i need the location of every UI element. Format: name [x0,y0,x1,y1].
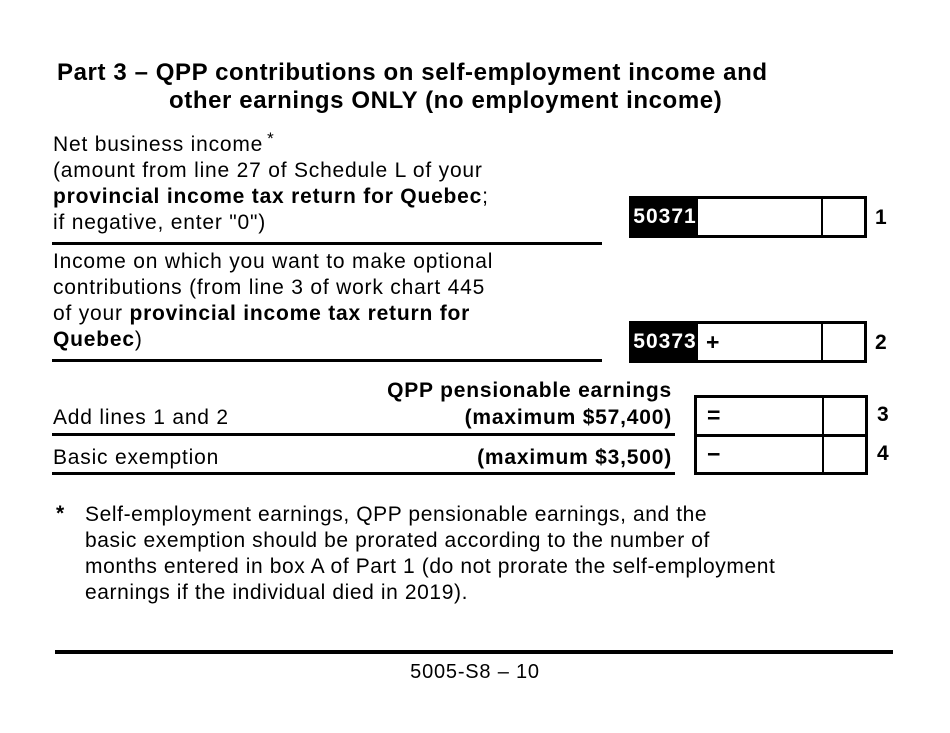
line1-desc-row2: (amount from line 27 of Schedule L of yo… [53,159,483,182]
line1-field-box: 50371 [629,196,867,238]
line1-desc-row4: if negative, enter "0") [53,211,267,234]
footnote-reference-asterisk: * [267,129,275,148]
line2-desc-row4: Quebec) [53,328,143,351]
line4-field-row: − [697,433,865,473]
line3-number: 3 [877,403,890,426]
part3-heading: Part 3 – QPP contributions on self-emplo… [57,59,768,115]
line1-cents-input[interactable] [821,199,864,235]
line1-description: Net business income * (amount from line 2… [53,126,489,236]
footnote-asterisk: * [56,502,65,525]
footnote-line4: earnings if the individual died in 2019)… [85,581,469,604]
line2-cents-input[interactable] [821,324,864,360]
minus-operator: − [707,440,721,467]
qpp-pensionable-earnings-note: QPP pensionable earnings [387,379,672,402]
line1-underline [52,242,602,245]
line2-desc-row2: contributions (from line 3 of work chart… [53,276,486,299]
line3-cents-input[interactable] [822,398,865,434]
line2-field-code: 50373 [632,324,698,360]
line3-line4-field-box: = − [694,395,868,475]
line2-field-box: 50373 + [629,321,867,363]
footer-divider [55,650,893,654]
line1-field-code: 50371 [632,199,698,235]
line2-underline [52,359,602,362]
footnote-text: Self-employment earnings, QPP pensionabl… [85,502,775,606]
line2-desc-row3: of your provincial income tax return for [53,302,471,325]
line4-maximum-note: (maximum $3,500) [477,446,672,469]
line4-number: 4 [877,442,890,465]
footnote-line3: months entered in box A of Part 1 (do no… [85,555,776,578]
equals-operator: = [707,402,721,429]
line4-cents-input[interactable] [822,436,865,472]
line4-underline [52,472,675,475]
line3-underline [52,433,675,436]
line2-amount-input[interactable]: + [698,324,821,360]
plus-operator: + [706,328,720,355]
line3-maximum-note: (maximum $57,400) [464,406,672,429]
line1-desc-row3: provincial income tax return for Quebec; [53,185,489,208]
line3-label: Add lines 1 and 2 [53,406,229,429]
line3-amount-input[interactable]: = [697,398,822,434]
line2-number: 2 [875,331,888,354]
line1-number: 1 [875,206,888,229]
page-number: 5005-S8 – 10 [410,661,540,683]
line4-amount-input[interactable]: − [697,437,822,473]
line3-field-row: = [697,398,865,434]
line2-desc-row1: Income on which you want to make optiona… [53,250,494,273]
heading-line2: other earnings ONLY (no employment incom… [169,87,723,114]
line1-amount-input[interactable] [698,199,821,235]
heading-line1: Part 3 – QPP contributions on self-emplo… [57,59,768,86]
line2-description: Income on which you want to make optiona… [53,249,493,353]
line1-desc-row1: Net business income * [53,129,275,156]
footnote-line2: basic exemption should be prorated accor… [85,529,710,552]
line4-label: Basic exemption [53,446,220,469]
footnote-line1: Self-employment earnings, QPP pensionabl… [85,503,708,526]
